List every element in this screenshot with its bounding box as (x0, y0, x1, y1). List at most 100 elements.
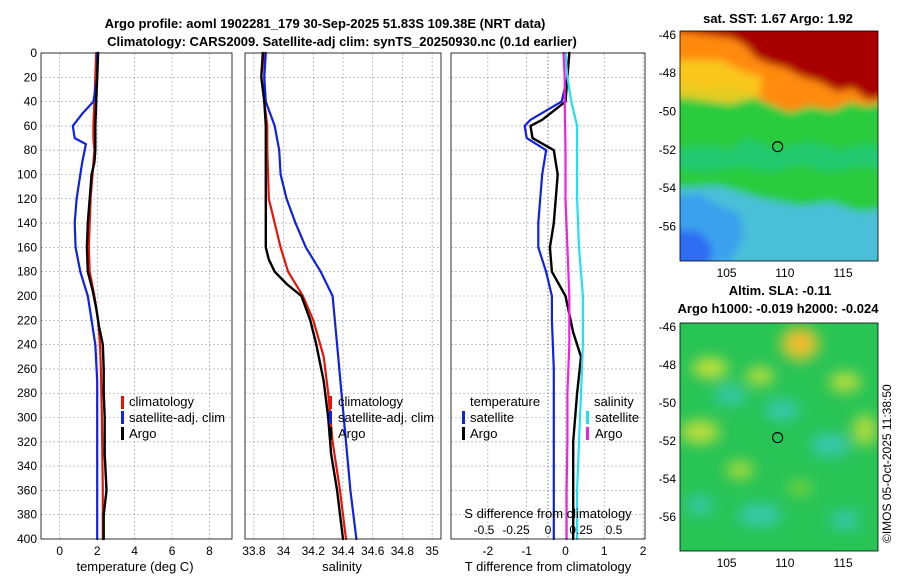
legend-label-temp-argo: Argo (470, 426, 497, 441)
legend-title-temperature: temperature (470, 394, 540, 409)
series-line-temperature-satellite (523, 51, 571, 541)
x-tick-label: 0 (562, 544, 569, 558)
latitude-tick-label: -56 (659, 220, 677, 234)
longitude-tick-label: 115 (833, 556, 852, 570)
sst-map-field (680, 31, 878, 261)
salinity-axes-frame (244, 52, 442, 540)
sla-map-panel: Altim. SLA: -0.11 Argo h1000: -0.019 h20… (659, 283, 880, 570)
salinity-grid (245, 53, 441, 539)
x-tick-label: 2 (640, 544, 647, 558)
latitude-tick-label: -46 (659, 28, 677, 42)
depth-tick-label: 220 (17, 313, 37, 327)
x-tick-label: 33.8 (242, 544, 266, 558)
latitude-tick-label: -50 (659, 105, 677, 119)
x-tick-label: 34.4 (331, 544, 355, 558)
difference-xlabel: T difference from climatology (465, 559, 632, 574)
salinity-legend: climatology satellite-adj. clim Argo (329, 394, 434, 441)
depth-tick-label: 240 (17, 338, 37, 352)
salinity-tick-labels: 33.8 34 34.2 34.4 34.6 34.8 35 (242, 544, 439, 558)
depth-tick-label: 120 (17, 192, 37, 206)
sla-map-field (680, 323, 878, 551)
sla-map-frame (679, 322, 879, 552)
depth-tick-label: 60 (24, 119, 38, 133)
latitude-tick-label: -56 (659, 510, 677, 524)
legend-swatch-satellite (329, 411, 332, 424)
legend-swatch-climatology (329, 396, 332, 409)
x-tick-label: 2 (94, 544, 101, 558)
legend-label-climatology: climatology (129, 394, 195, 409)
s-difference-ticks: -0.5 -0.25 0 0.25 0.5 (474, 523, 623, 537)
legend-label-climatology: climatology (338, 394, 404, 409)
salinity-panel: 33.8 34 34.2 34.4 34.6 34.8 35 salinity climat… (242, 51, 442, 574)
legend-swatch-sal-argo (586, 427, 589, 440)
depth-tick-label: 380 (17, 508, 37, 522)
main-title-line2: Climatology: CARS2009. Satellite-adj cli… (107, 34, 577, 49)
sst-map-frame (679, 30, 879, 262)
temperature-series (71, 51, 108, 541)
sla-latitude-tick-labels: -46 -48 -50 -52 -54 -56 (659, 320, 677, 524)
sla-map-title-line2: Argo h1000: -0.019 h2000: -0.024 (678, 301, 880, 316)
legend-label-satellite: satellite-adj. clim (338, 410, 434, 425)
depth-tick-label: 160 (17, 240, 37, 254)
legend-swatch-satellite (121, 411, 124, 424)
x-tick-label: 6 (169, 544, 176, 558)
depth-tick-label: 20 (24, 70, 38, 84)
temperature-xlabel: temperature (deg C) (76, 559, 193, 574)
longitude-tick-label: 105 (717, 556, 737, 570)
latitude-tick-label: -52 (659, 434, 677, 448)
x-tick-label: 34.6 (361, 544, 385, 558)
temperature-legend: climatology satellite-adj. clim Argo (121, 394, 225, 441)
latitude-tick-label: -54 (659, 472, 677, 486)
sla-longitude-tick-labels: 105 110 115 (717, 556, 853, 570)
legend-label-temp-satellite: satellite (470, 410, 514, 425)
main-title-line1: Argo profile: aoml 1902281_179 30-Sep-20… (105, 16, 546, 31)
difference-panel: -2 -1 0 1 2 T difference from climatology S … (450, 51, 647, 574)
x-tick-label: 1 (601, 544, 608, 558)
s-tick-label: 0.25 (569, 523, 593, 537)
depth-tick-label: 400 (17, 532, 37, 546)
depth-tick-label: 100 (17, 168, 37, 182)
s-tick-label: -0.5 (474, 523, 495, 537)
depth-tick-label: 140 (17, 216, 37, 230)
latitude-tick-label: -48 (659, 66, 677, 80)
imos-watermark: ©IMOS 05-Oct-2025 11:38:50 (880, 384, 894, 543)
legend-label-argo: Argo (129, 426, 156, 441)
depth-tick-label: 0 (30, 46, 37, 60)
legend-swatch-argo (121, 427, 124, 440)
difference-legend: temperature satellite Argo salinity sate… (462, 394, 639, 441)
argo-location-marker (771, 432, 784, 444)
series-line-salinity-argo (562, 51, 571, 541)
legend-label-sal-argo: Argo (595, 426, 622, 441)
depth-tick-label: 80 (24, 143, 38, 157)
legend-swatch-temp-argo (462, 427, 465, 440)
depth-tick-label: 200 (17, 289, 37, 303)
series-line-argo (260, 51, 345, 541)
depth-tick-label: 180 (17, 265, 37, 279)
x-tick-label: -1 (521, 544, 532, 558)
legend-swatch-temp-satellite (462, 411, 465, 424)
latitude-tick-label: -46 (659, 320, 677, 334)
legend-swatch-climatology (121, 396, 124, 409)
difference-series (523, 51, 585, 541)
longitude-tick-label: 110 (775, 556, 794, 570)
s-tick-label: 0 (545, 523, 552, 537)
x-tick-label: 34.8 (391, 544, 415, 558)
x-tick-label: 34.2 (302, 544, 326, 558)
longitude-tick-label: 115 (833, 266, 852, 280)
x-tick-label: 35 (425, 544, 439, 558)
depth-tick-labels: 0 20 40 60 80 100 120 140 160 180 200 220 240 260 280 3… (17, 46, 37, 546)
series-line-climatology (87, 51, 104, 541)
depth-tick-label: 280 (17, 386, 37, 400)
legend-label-sal-satellite: satellite (595, 410, 639, 425)
depth-tick-label: 300 (17, 411, 37, 425)
series-line-satellite-adj-clim (71, 51, 99, 541)
legend-title-salinity: salinity (594, 394, 634, 409)
sst-map-panel: sat. SST: 1.67 Argo: 1.92 105 110 115 -46-… (659, 11, 879, 280)
s-tick-label: 0.5 (606, 523, 623, 537)
longitude-tick-label: 105 (717, 266, 737, 280)
s-tick-label: -0.25 (502, 523, 530, 537)
s-difference-label: S difference from climatology (464, 506, 632, 521)
x-tick-label: 8 (206, 544, 213, 558)
longitude-tick-label: 110 (775, 266, 794, 280)
